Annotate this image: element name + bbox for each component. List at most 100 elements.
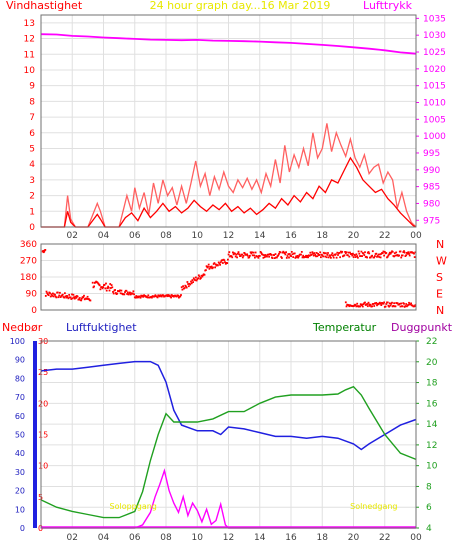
wind-direction-point [278, 252, 280, 255]
time-tick-label: 22 [379, 533, 390, 543]
time-tick-label: 08 [160, 231, 172, 241]
wind-direction-point [321, 254, 324, 257]
wind-direction-point [74, 295, 77, 298]
wind-direction-point [241, 256, 244, 259]
wind-direction-point [256, 255, 259, 258]
wind-direction-point [110, 287, 112, 289]
wind-direction-point [413, 256, 416, 258]
wind-direction-point [217, 264, 219, 267]
wind-direction-point [287, 253, 290, 255]
wind-direction-point [304, 256, 307, 258]
wind-direction-point [66, 296, 69, 299]
wind-direction-point [362, 303, 365, 305]
wind-direction-point [231, 256, 234, 259]
wind-direction-point [173, 295, 175, 298]
wind-direction-point [355, 253, 358, 256]
top-time-axis: 02 04 06 08 10 12 14 16 18 20 22 00 [67, 231, 422, 241]
wind-direction-point [108, 289, 111, 292]
dewpoint-label: Duggpunkt [391, 321, 453, 334]
humidity-tick-label: 20 [15, 487, 25, 496]
wind-direction-point [207, 263, 210, 266]
wind-direction-point [270, 254, 273, 256]
time-tick-label: 06 [129, 231, 141, 241]
wind-direction-point [296, 255, 299, 257]
wind-direction-point [44, 295, 47, 297]
wind-direction-point [103, 283, 106, 286]
wind-direction-point [401, 305, 404, 308]
wind-direction-point [147, 294, 150, 297]
wind-direction-point [54, 293, 56, 296]
wind-direction-point [388, 302, 391, 305]
wind-direction-point [119, 292, 122, 295]
wind-direction-point [335, 256, 338, 259]
wind-direction-point [253, 254, 256, 257]
wind-direction-point [369, 304, 371, 307]
wind-direction-point [358, 252, 361, 255]
wind-direction-point [197, 277, 199, 280]
wind-direction-point [112, 291, 114, 293]
wind-direction-point [401, 254, 404, 257]
wind-direction-point [381, 252, 384, 254]
wind-direction-point [274, 253, 277, 255]
wind-direction-point [198, 275, 201, 278]
wind-direction-point [375, 302, 378, 304]
pressure-tick-label: 1015 [423, 82, 446, 92]
wind-direction-point [398, 254, 400, 257]
wind-direction-point [366, 305, 369, 308]
direction-degree-label: 270 [20, 257, 37, 267]
wind-direction-point [64, 292, 66, 295]
wind-direction-point [367, 251, 370, 253]
wind-direction-point [99, 288, 102, 291]
wind-direction-point [242, 254, 245, 257]
wind-direction-point [405, 303, 408, 305]
wind-direction-point [311, 251, 314, 254]
wind-direction-point [349, 251, 351, 254]
wind-direction-point [407, 304, 410, 306]
temp-tick-label: 14 [426, 420, 438, 430]
humidity-tick-label: 10 [15, 505, 25, 514]
wind-direction-point [312, 254, 315, 257]
time-tick-label: 02 [67, 231, 78, 241]
wind-direction-point [368, 303, 371, 306]
wind-direction-point [301, 256, 304, 259]
direction-degree-label: 90 [26, 290, 38, 300]
gust-line [41, 123, 417, 228]
wind-direction-point [71, 293, 73, 296]
wind-direction-point [88, 298, 90, 301]
temp-tick-label: 6 [426, 503, 432, 513]
wind-direction-point [106, 287, 109, 289]
wind-direction-point [306, 254, 309, 257]
wind-direction-point [129, 293, 132, 296]
wind-direction-point [190, 282, 193, 285]
wind-direction-point [383, 301, 385, 304]
wind-direction-point [353, 304, 356, 307]
bottom-plot-frame [40, 340, 417, 529]
time-tick-label: 22 [379, 231, 390, 241]
wind-direction-point [260, 252, 263, 254]
compass-label: N [436, 304, 444, 317]
wind-tick-label: 6 [29, 129, 35, 139]
wind-direction-point [281, 257, 283, 259]
wind-direction-point [86, 298, 88, 300]
time-tick-label: 10 [192, 533, 204, 543]
humidity-label: Luftfuktighet [66, 321, 137, 334]
wind-direction-point [114, 292, 117, 294]
wind-direction-point [325, 252, 327, 255]
compass-label: S [436, 271, 443, 284]
wind-direction-point [239, 255, 242, 257]
wind-direction-point [142, 295, 145, 298]
direction-degree-label: 360 [20, 240, 37, 250]
direction-axis-degrees: 360 270 180 90 0 [20, 240, 37, 316]
wind-direction-point [300, 251, 303, 253]
temperature-label: Temperatur [312, 321, 377, 334]
wind-direction-point [134, 296, 137, 299]
wind-direction-point [244, 252, 246, 255]
wind-direction-point [408, 252, 410, 255]
wind-direction-point [331, 252, 334, 255]
wind-direction-point [263, 254, 265, 257]
time-tick-label: 18 [317, 533, 329, 543]
wind-direction-point [246, 253, 248, 256]
wind-direction-point [354, 254, 356, 257]
wind-direction-points [41, 249, 417, 308]
